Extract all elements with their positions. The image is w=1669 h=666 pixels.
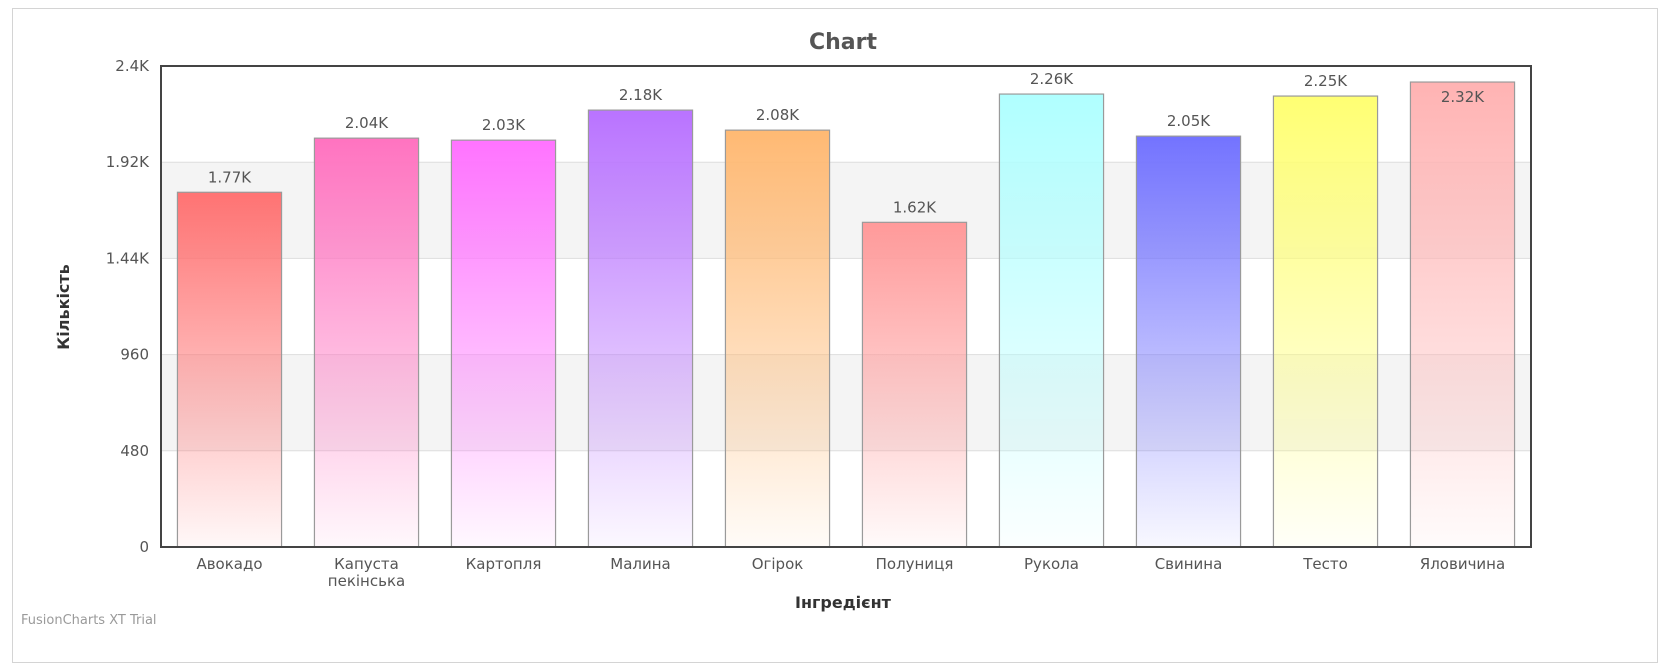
x-category-label: Авокадо	[196, 555, 262, 573]
chart-title: Chart	[809, 30, 878, 55]
x-category-label: Капуста пекінська	[328, 555, 405, 590]
x-category-label: Яловичина	[1420, 555, 1505, 573]
bar[interactable]	[1272, 95, 1379, 548]
bar[interactable]	[313, 137, 420, 548]
bars	[176, 81, 1516, 548]
watermark: FusionCharts XT Trial	[21, 613, 157, 628]
value-label: 2.32K	[1441, 88, 1485, 106]
chart-frame: Chart 0 480 960 1.44K 1.92K 2.4K Авокадо Капус…	[12, 8, 1658, 663]
y-tick-label: 0	[139, 538, 149, 556]
value-label: 1.77K	[208, 168, 252, 186]
x-category-label: Огірок	[752, 555, 804, 573]
value-labels: 1.77K 2.04K 2.03K 2.18K 2.08K 1.62K 2.26K 2.05K…	[208, 70, 1485, 216]
value-label: 2.18K	[619, 86, 663, 104]
y-tick-label: 1.44K	[106, 249, 150, 267]
value-label: 2.05K	[1167, 112, 1211, 130]
value-label: 1.62K	[893, 198, 937, 216]
x-category-labels: Авокадо Капуста пекінська Картопля Малина Огі…	[196, 555, 1505, 590]
value-label: 2.26K	[1030, 70, 1074, 88]
y-tick-label: 1.92K	[106, 153, 150, 171]
y-tick-label: 2.4K	[115, 57, 150, 75]
y-tick-labels: 0 480 960 1.44K 1.92K 2.4K	[106, 57, 150, 556]
bar[interactable]	[1409, 81, 1516, 548]
value-label: 2.03K	[482, 116, 526, 134]
y-tick-label: 960	[120, 346, 149, 364]
x-category-label: Полуниця	[876, 555, 954, 573]
x-category-label: Свинина	[1155, 555, 1223, 573]
bar[interactable]	[450, 139, 557, 548]
bar[interactable]	[176, 191, 283, 548]
bar[interactable]	[861, 221, 968, 548]
x-category-label: Тесто	[1302, 555, 1348, 573]
value-label: 2.08K	[756, 106, 800, 124]
bar-chart: Chart 0 480 960 1.44K 1.92K 2.4K Авокадо Капус…	[21, 30, 1532, 628]
bar[interactable]	[1135, 135, 1242, 548]
x-category-label: Картопля	[466, 555, 542, 573]
bar[interactable]	[724, 129, 831, 548]
bar[interactable]	[587, 109, 694, 548]
value-label: 2.25K	[1304, 72, 1348, 90]
x-axis-title: Інгредієнт	[795, 593, 892, 612]
y-tick-label: 480	[120, 442, 149, 460]
x-category-label: Рукола	[1024, 555, 1079, 573]
x-category-label: Малина	[610, 555, 670, 573]
bar[interactable]	[998, 93, 1105, 548]
y-axis-title: Кількість	[54, 264, 73, 350]
plot-border	[160, 65, 1532, 548]
value-label: 2.04K	[345, 114, 389, 132]
